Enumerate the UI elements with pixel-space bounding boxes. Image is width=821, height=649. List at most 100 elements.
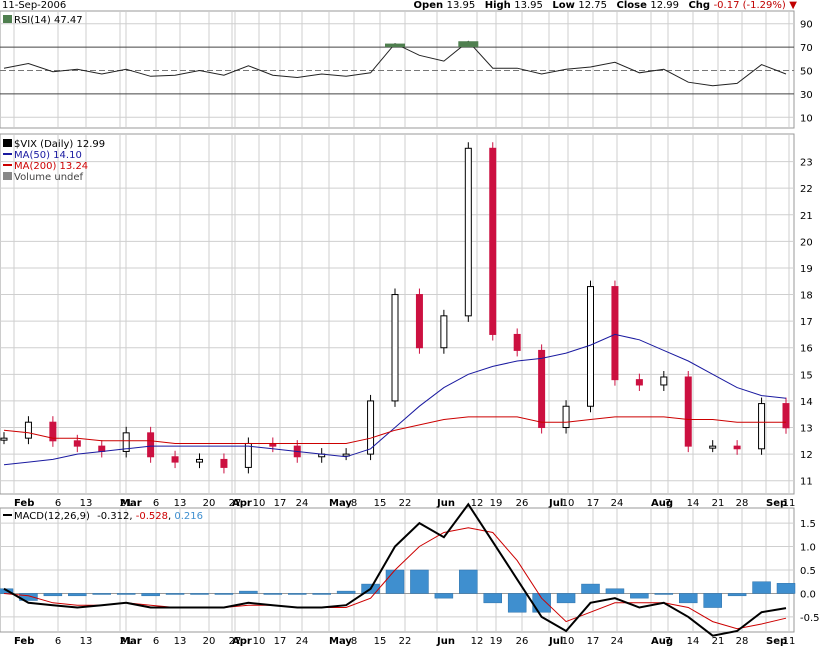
price-tick-label: 23	[800, 158, 813, 169]
candle-body	[611, 286, 619, 381]
x-tick-label: 20	[203, 636, 216, 647]
macd-legend-text: MACD(12,26,9) -0.312, -0.528, 0.216	[14, 511, 203, 522]
rsi-tick-label: 10	[800, 113, 813, 124]
quote-values: Open 13.95 High 13.95 Low 12.75 Close 12…	[414, 0, 797, 11]
x-tick-label: 19	[490, 498, 503, 509]
macd-hist-bar	[214, 593, 234, 595]
x-tick-label: Sep	[766, 636, 787, 647]
macd-hist-bar	[630, 593, 649, 599]
high-value: 13.95	[514, 0, 543, 11]
price-tick-label: 13	[800, 424, 813, 435]
macd-hist-bar	[43, 593, 63, 597]
macd-hist-bar	[483, 593, 502, 604]
chg-value: -0.17 (-1.29%)	[713, 0, 786, 11]
x-tick-label: 14	[687, 636, 700, 647]
macd-tick-label: 0.0	[800, 589, 816, 600]
x-tick-label: 24	[296, 498, 309, 509]
macd-hist-bar	[654, 593, 674, 595]
rsi-legend-icon	[3, 15, 12, 23]
candle-body	[440, 315, 448, 349]
x-tick-label: 21	[120, 636, 133, 647]
macd-grid	[0, 509, 794, 631]
macd-hist-bar	[776, 583, 796, 594]
x-tick-label: Aug	[651, 498, 673, 509]
price-legend-title: $VIX (Daily) 12.99	[14, 139, 105, 150]
rsi-overbought-fill	[458, 41, 479, 48]
macd-hist-bar	[605, 588, 625, 594]
macd-line	[3, 502, 787, 637]
x-tick-label: 8	[351, 498, 357, 509]
x-tick-label: 21	[712, 636, 725, 647]
macd-hist-bar	[703, 593, 722, 608]
macd-hist-bar	[190, 593, 209, 595]
candle-body	[538, 349, 546, 429]
macd-legend-prefix: MACD(12,26,9)	[14, 511, 90, 522]
x-tick-label: 28	[736, 636, 749, 647]
x-tick-label: Feb	[14, 498, 34, 509]
macd-hist-bar	[288, 593, 307, 595]
price-tick-label: 21	[800, 211, 813, 222]
rsi-ticks: 90 70 50 30 10	[800, 20, 813, 125]
candle-body	[684, 376, 692, 447]
x-tick-label: May	[329, 636, 352, 647]
price-tick-label: 16	[800, 344, 813, 355]
macd-legend-value: -0.312	[97, 511, 129, 522]
rsi-panel: RSI(14) 47.47 90 70 50 30 10	[0, 10, 813, 129]
volume-legend: Volume undef	[14, 172, 84, 183]
x-tick-label: 28	[736, 498, 749, 509]
macd-hist-bar	[165, 593, 185, 595]
x-tick-label: 26	[516, 498, 529, 509]
x-tick-label: 12	[471, 636, 484, 647]
candle-body	[660, 376, 668, 386]
macd-hist-bar	[410, 569, 429, 594]
macd-tick-label: 1.0	[800, 543, 816, 554]
x-tick-label: 13	[174, 498, 187, 509]
macd-tick-label: 1.5	[800, 519, 816, 530]
candle-body	[464, 147, 472, 317]
macd-hist-bar	[727, 593, 747, 597]
candle-body	[391, 294, 399, 402]
ma200-legend: MA(200) 13.24	[14, 161, 88, 172]
quote-header: 11-Sep-2006 Open 13.95 High 13.95 Low 12…	[0, 0, 821, 12]
candle-body	[635, 379, 643, 386]
price-grid	[0, 135, 794, 493]
candle-body	[342, 453, 350, 457]
x-tick-label: 17	[274, 636, 287, 647]
price-lines	[3, 333, 787, 466]
macd-hist-bar	[336, 590, 356, 594]
x-tick-label: 12	[471, 498, 484, 509]
candle-body	[98, 445, 106, 452]
candle-body	[0, 437, 8, 441]
macd-hist-bar	[263, 593, 283, 595]
rsi-overbought-fill	[385, 43, 405, 48]
macd-hist-bar	[459, 569, 478, 594]
rsi-tick-label: 30	[800, 90, 813, 101]
open-value: 13.95	[446, 0, 476, 11]
x-tick-label: 22	[399, 636, 412, 647]
price-tick-label: 12	[800, 450, 813, 461]
price-tick-label: 18	[800, 291, 813, 302]
x-tick-label: 8	[351, 636, 357, 647]
x-tick-label: 10	[253, 498, 266, 509]
ma200-line	[3, 416, 786, 444]
macd-lines	[3, 502, 787, 637]
x-tick-label: Aug	[651, 636, 673, 647]
macd-hist-bar	[679, 593, 698, 604]
close-label: Close	[616, 0, 647, 11]
macd-histogram	[0, 569, 796, 613]
price-tick-label: 15	[800, 370, 813, 381]
macd-hist-bar	[507, 593, 527, 613]
macd-hist-bar	[141, 593, 160, 597]
macd-tick-label: 0.5	[800, 566, 816, 577]
x-tick-label: 10	[562, 636, 575, 647]
candle-body	[244, 442, 252, 468]
candle-body	[489, 147, 497, 335]
macd-hist-bar	[312, 593, 331, 595]
candle-body	[220, 458, 228, 468]
candle-body	[196, 458, 203, 463]
high-label: High	[484, 0, 511, 11]
x-tick-label: 21	[712, 498, 725, 509]
macd-legend: MACD(12,26,9) -0.312, -0.528, 0.216	[3, 511, 203, 522]
candle-body	[758, 403, 766, 450]
